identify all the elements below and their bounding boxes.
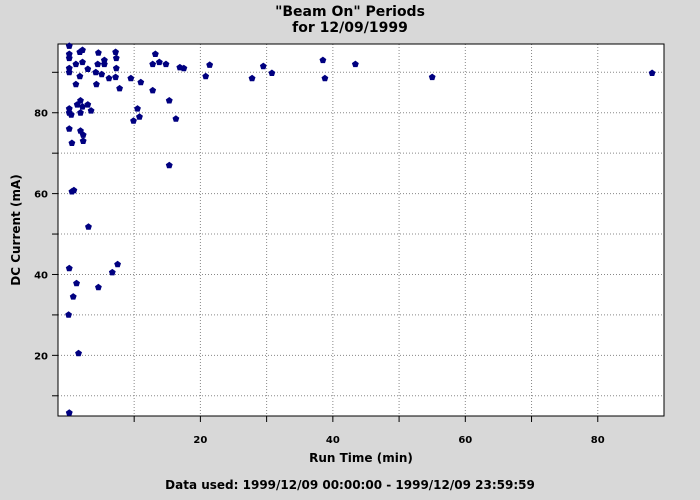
chart-title: "Beam On" Periods [275,4,425,20]
data-point [67,111,75,118]
data-point [149,60,157,68]
data-point [165,97,173,104]
data-point [79,46,86,53]
axes: 20 40 60 80 20 40 60 80 [34,71,605,446]
data-point [114,260,121,268]
data-point [112,48,119,55]
data-point [69,293,77,300]
data-point [259,62,267,70]
data-point [100,60,108,68]
data-point [134,105,141,112]
data-point [65,264,73,272]
data-point [79,103,86,110]
data-point [95,49,102,56]
data-point [149,86,157,94]
data-point [116,84,123,92]
data-point [112,73,119,81]
data-point [65,64,73,72]
y-axis-label: DC Current (mA) [9,174,23,286]
data-point [165,161,173,169]
chart-subtitle: for 12/09/1999 [292,20,408,36]
data-point [73,279,80,287]
x-tick-label: 40 [326,435,340,446]
data-point [94,60,102,68]
data-point [95,283,102,291]
y-tick-label: 60 [34,190,48,201]
data-point [72,60,80,68]
data-point [648,69,656,76]
data-point [65,50,73,57]
y-tick-label: 40 [34,270,48,281]
data-point [70,186,78,194]
data-point [108,268,116,276]
x-tick-label: 60 [458,435,472,446]
data-point [428,73,436,81]
data-point [76,72,84,80]
data-point [79,131,87,138]
data-point [65,105,73,112]
data-point [151,50,159,57]
x-axis-label: Run Time (min) [309,451,413,465]
data-point [172,115,180,122]
data-range-note: Data used: 1999/12/09 00:00:00 - 1999/12… [165,478,535,492]
data-point [321,74,329,82]
data-point [105,74,113,82]
data-point [155,58,163,66]
data-point [65,125,73,132]
data-point [65,409,73,416]
data-point [77,109,84,116]
data-point [268,69,276,76]
data-point [87,107,95,114]
data-point [65,311,72,318]
data-point [319,56,327,64]
grid [58,44,664,416]
data-point [206,61,214,68]
data-point [162,60,170,68]
data-points [65,42,656,416]
data-point [84,101,92,108]
data-point [65,68,73,76]
data-point [100,56,108,64]
data-point [130,117,137,124]
data-point [248,74,256,82]
data-point [77,97,84,104]
plot-frame [57,43,665,417]
data-point [351,60,359,68]
data-point [202,72,210,80]
data-point [112,64,120,72]
data-point [137,78,145,86]
y-tick-label: 80 [34,109,48,120]
data-point [136,113,143,120]
data-point [65,42,73,49]
data-point [92,68,100,76]
data-point [127,74,135,82]
plot-background [58,44,664,416]
data-point [72,80,80,88]
data-point [84,65,92,72]
data-point [93,80,100,88]
x-tick-label: 80 [591,435,605,446]
data-point [98,70,106,78]
data-point [68,139,76,146]
data-point [180,64,188,72]
data-point [79,137,87,144]
y-tick-label: 20 [34,351,48,362]
data-point [75,349,82,357]
data-point [79,58,86,66]
data-point [65,54,73,62]
data-point [85,223,92,230]
x-tick-label: 20 [193,435,207,446]
data-point [112,54,120,62]
